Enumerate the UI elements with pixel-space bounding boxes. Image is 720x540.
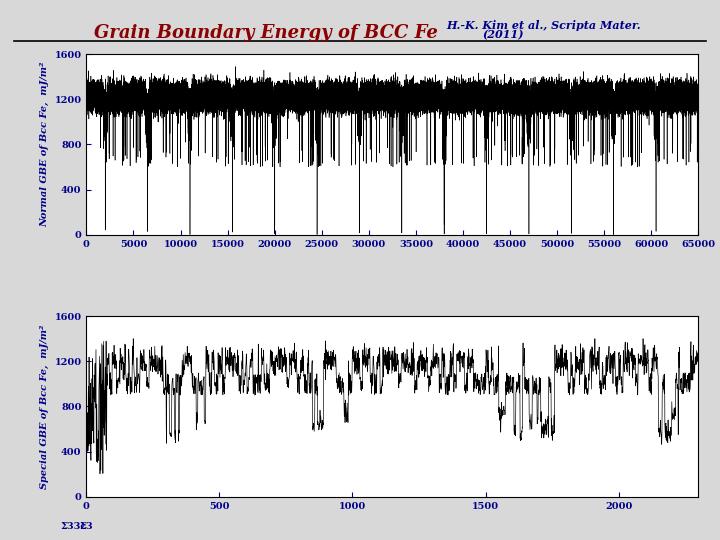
Text: Σ3: Σ3 — [80, 522, 93, 531]
Text: Σ33c: Σ33c — [60, 522, 86, 531]
Text: Grain Boundary Energy of BCC Fe: Grain Boundary Energy of BCC Fe — [94, 24, 438, 42]
Text: (2011): (2011) — [482, 30, 524, 40]
Text: H.-K. Kim et al., Scripta Mater.: H.-K. Kim et al., Scripta Mater. — [446, 20, 641, 31]
Y-axis label: Special GBE of Bcc Fe,  mJ/m²: Special GBE of Bcc Fe, mJ/m² — [40, 324, 49, 489]
Y-axis label: Normal GBE of Bcc Fe,  mJ/m²: Normal GBE of Bcc Fe, mJ/m² — [40, 62, 49, 227]
